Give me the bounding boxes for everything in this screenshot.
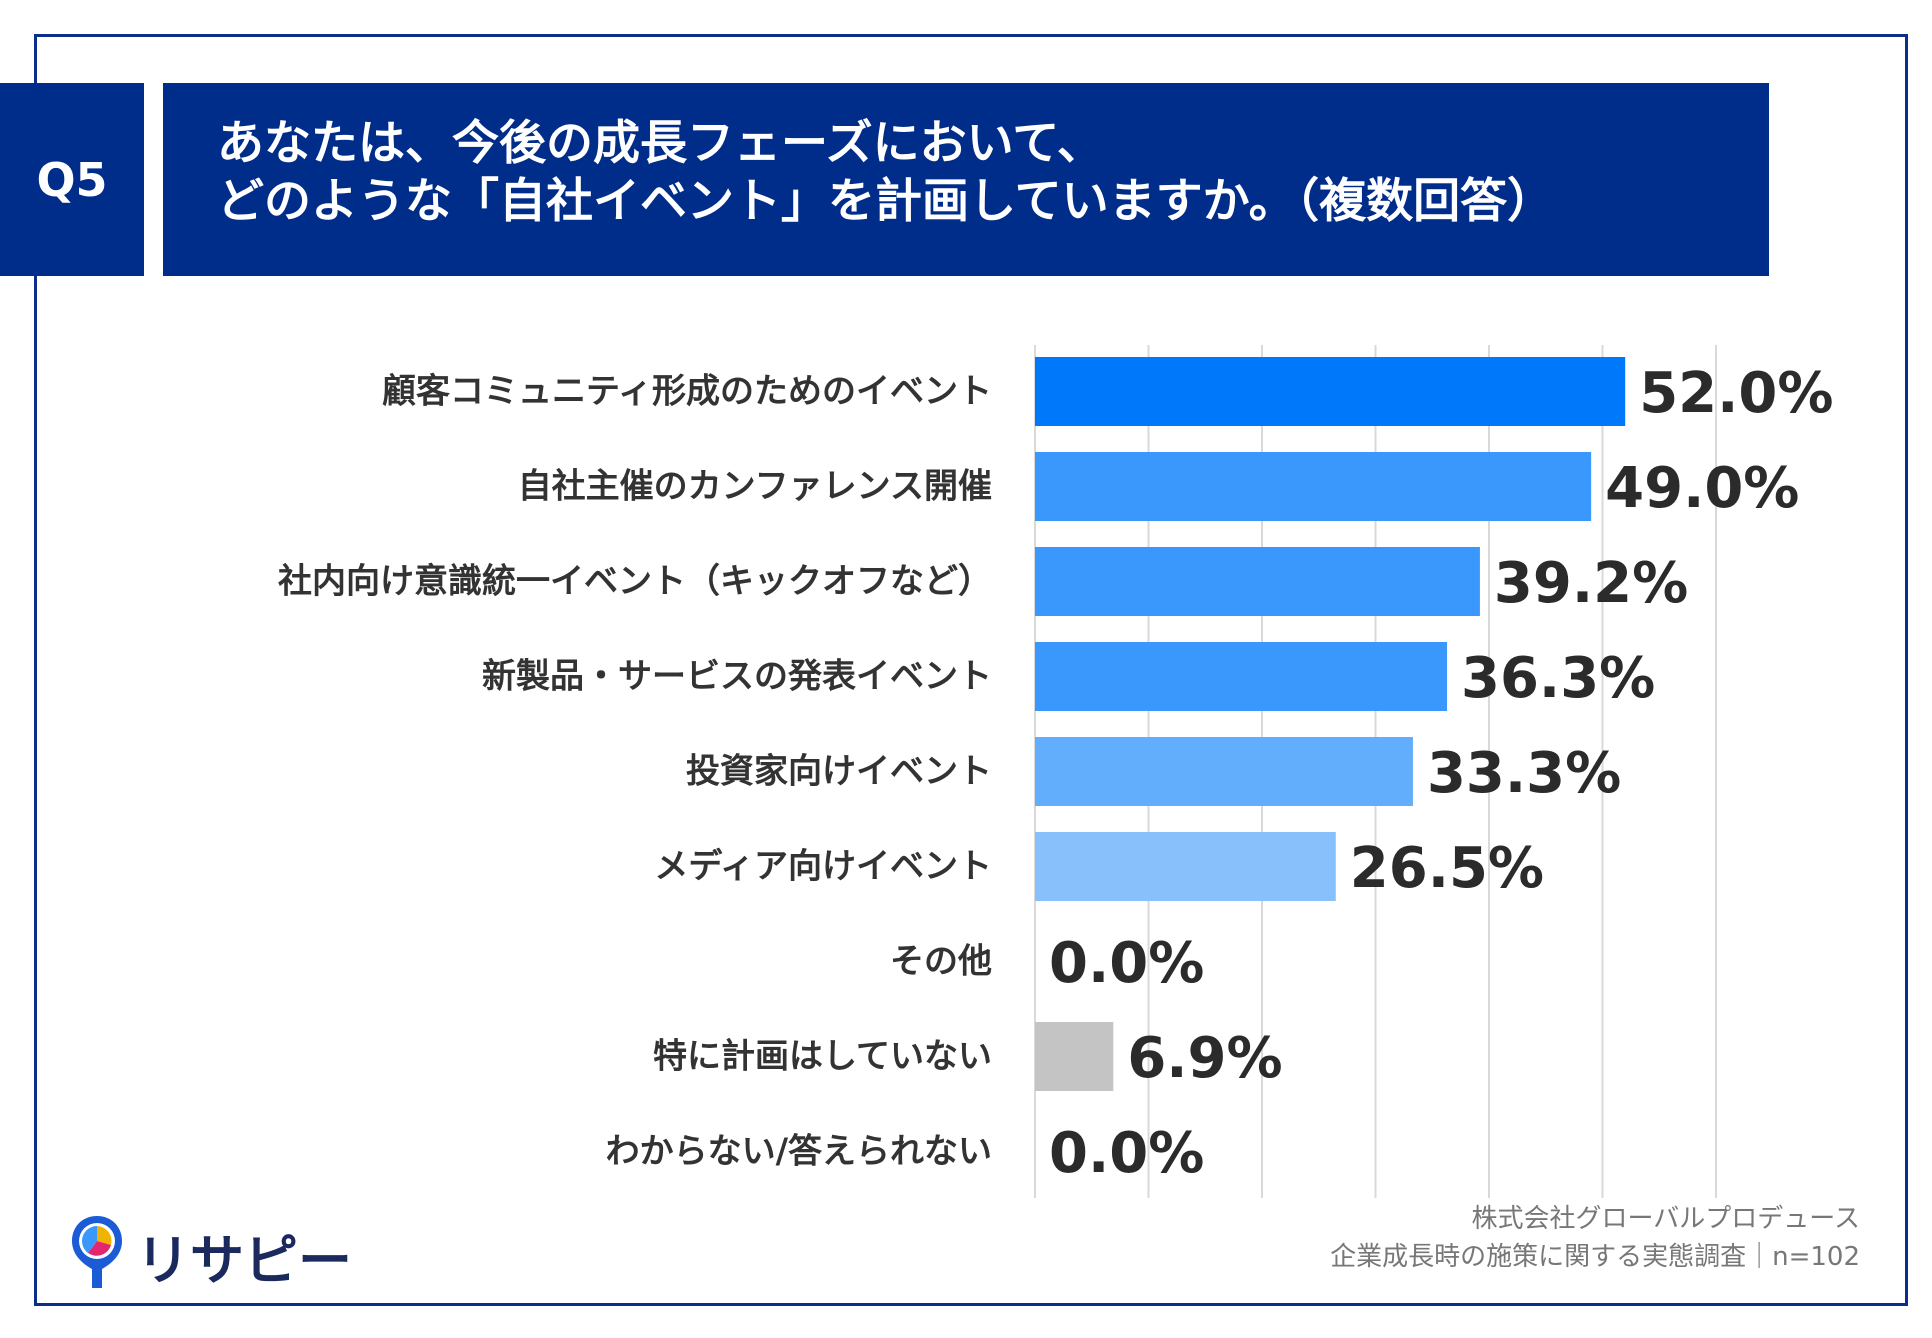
value-label: 39.2% [1494,551,1688,616]
value-label: 0.0% [1049,931,1204,996]
category-label: メディア向けイベント [654,847,992,887]
bar [1035,737,1413,806]
question-badge: Q5 [0,83,144,276]
category-label: わからない/答えられない [606,1132,992,1172]
bar [1035,642,1448,711]
question-title-line2: どのような「自社イベント」を計画していますか。（複数回答） [217,174,1555,229]
source-company: 株式会社グローバルプロデュース [1471,1204,1860,1234]
category-label: 新製品・サービスの発表イベント [482,657,992,697]
question-title-line1: あなたは、今後の成長フェーズにおいて、 [217,116,1104,171]
value-label: 33.3% [1427,741,1621,806]
bar [1035,547,1480,616]
category-label: 投資家向けイベント [686,752,992,792]
logo-text: リサピー [136,1229,352,1292]
question-title: あなたは、今後の成長フェーズにおいて、 どのような「自社イベント」を計画していま… [163,83,1769,276]
bar [1035,1022,1114,1091]
value-label: 49.0% [1605,456,1799,521]
value-labels: 52.0% 49.0% 39.2% 36.3% 33.3% 26.5% 0.0% 6.9% 0.… [1049,361,1833,1186]
map-pin-pie-icon [72,1216,122,1288]
category-label: 自社主催のカンファレンス開催 [518,467,992,507]
category-label: 顧客コミュニティ形成のためのイベント [382,372,992,412]
brand-logo: リサピー [66,1212,352,1292]
source-survey: 企業成長時の施策に関する実態調査｜n=102 [1330,1242,1860,1272]
value-label: 26.5% [1350,836,1544,901]
source-note: 株式会社グローバルプロデュース 企業成長時の施策に関する実態調査｜n=102 [1330,1200,1860,1276]
bar [1035,452,1592,521]
category-label: その他 [890,942,992,982]
chart-frame [34,34,1908,1306]
category-label: 特に計画はしていない [653,1037,992,1077]
bar [1035,357,1626,426]
value-label: 52.0% [1639,361,1833,426]
value-label: 6.9% [1127,1026,1282,1091]
question-number: Q5 [36,152,108,207]
bar [1035,832,1336,901]
category-labels: 顧客コミュニティ形成のためのイベント自社主催のカンファレンス開催社内向け意識統一… [278,372,992,1172]
value-label: 0.0% [1049,1121,1204,1186]
bars [1035,357,1626,1091]
value-label: 36.3% [1461,646,1655,711]
category-label: 社内向け意識統一イベント（キックオフなど） [278,562,992,602]
